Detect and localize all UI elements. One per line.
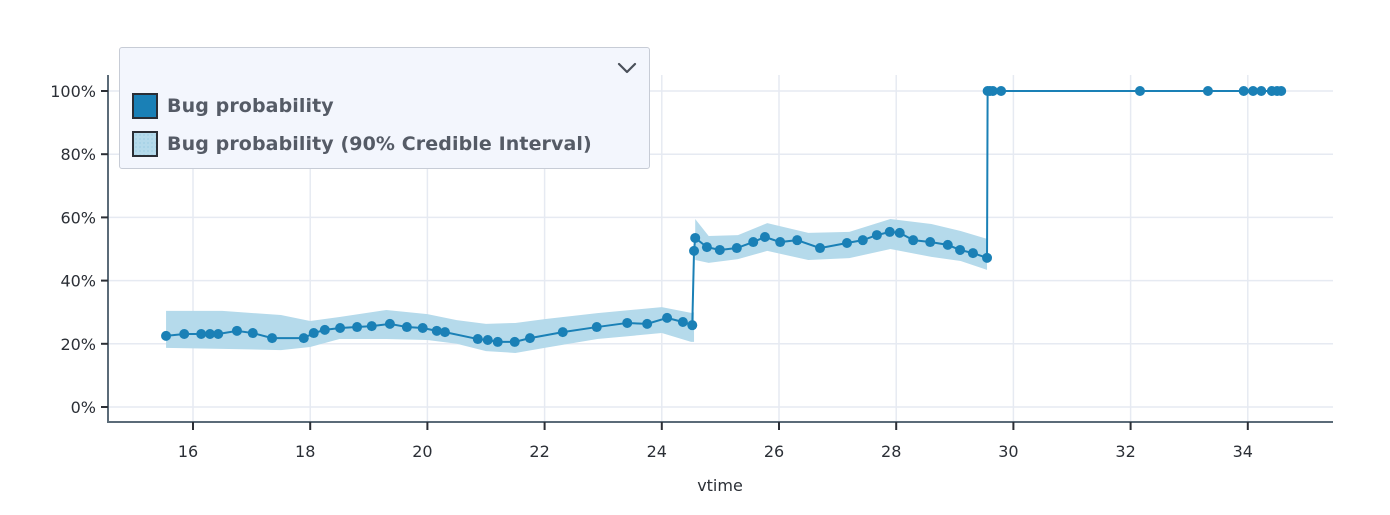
data-point bbox=[894, 227, 905, 238]
data-point bbox=[748, 237, 759, 248]
data-point bbox=[982, 252, 993, 263]
data-point bbox=[731, 243, 742, 254]
data-point bbox=[871, 230, 882, 241]
data-point bbox=[231, 325, 242, 336]
data-point bbox=[204, 329, 215, 340]
y-tick-label: 80% bbox=[60, 145, 96, 164]
x-tick-label: 30 bbox=[998, 442, 1018, 461]
data-point bbox=[841, 237, 852, 248]
legend-item-bug-probability[interactable]: Bug probability bbox=[132, 92, 334, 120]
data-point bbox=[1276, 86, 1287, 96]
data-point bbox=[335, 323, 346, 333]
legend-swatch-line bbox=[132, 93, 158, 119]
data-point bbox=[179, 329, 190, 340]
data-point bbox=[690, 232, 701, 243]
data-point bbox=[622, 317, 633, 328]
data-point bbox=[689, 245, 700, 256]
data-point bbox=[857, 235, 868, 246]
data-point bbox=[591, 322, 602, 333]
data-point bbox=[319, 324, 330, 335]
legend-swatch-band bbox=[132, 131, 158, 157]
legend-item-credible-interval[interactable]: Bug probability (90% Credible Interval) bbox=[132, 130, 592, 158]
data-point bbox=[417, 323, 428, 333]
data-point bbox=[298, 333, 309, 344]
data-point bbox=[677, 316, 688, 327]
data-point bbox=[352, 322, 363, 333]
data-point bbox=[815, 243, 826, 254]
data-point bbox=[925, 237, 936, 248]
data-point bbox=[759, 231, 770, 242]
data-point bbox=[267, 333, 278, 344]
data-point bbox=[196, 329, 207, 340]
data-point bbox=[1202, 86, 1213, 96]
data-point bbox=[401, 322, 412, 333]
data-point bbox=[792, 235, 803, 246]
data-point bbox=[1256, 86, 1267, 96]
y-tick-label: 20% bbox=[60, 335, 96, 354]
data-point bbox=[509, 336, 520, 347]
data-point bbox=[524, 333, 535, 344]
data-point bbox=[439, 327, 450, 338]
y-tick-label: 0% bbox=[71, 398, 96, 417]
data-point bbox=[884, 226, 895, 237]
data-point bbox=[431, 325, 442, 336]
x-tick-label: 32 bbox=[1115, 442, 1135, 461]
y-tick-label: 60% bbox=[60, 208, 96, 227]
chevron-down-icon bbox=[617, 62, 637, 74]
x-tick-label: 34 bbox=[1233, 442, 1253, 461]
data-point bbox=[701, 242, 712, 253]
data-point bbox=[687, 320, 698, 331]
y-tick-label: 100% bbox=[50, 82, 96, 101]
data-point bbox=[384, 318, 395, 329]
data-point bbox=[472, 334, 483, 345]
data-point bbox=[492, 336, 503, 347]
data-point bbox=[161, 330, 172, 341]
data-point bbox=[967, 248, 978, 259]
data-point bbox=[662, 312, 673, 323]
axes: 0% 20% 40% 60% 80% 100% 16 18 20 22 24 26 28 30 32 34 bbox=[50, 75, 1333, 461]
data-point bbox=[996, 86, 1007, 96]
data-point bbox=[955, 244, 966, 255]
x-tick-label: 28 bbox=[881, 442, 901, 461]
data-point bbox=[557, 327, 568, 338]
data-point bbox=[247, 328, 258, 339]
legend-label: Bug probability bbox=[167, 95, 334, 117]
data-point bbox=[642, 318, 653, 329]
data-point bbox=[366, 321, 377, 332]
data-point bbox=[1134, 86, 1145, 96]
x-tick-label: 18 bbox=[295, 442, 315, 461]
data-point bbox=[1238, 86, 1249, 96]
data-point bbox=[714, 244, 725, 255]
data-point bbox=[213, 329, 224, 340]
legend[interactable]: Bug probability Bug probability (90% Cre… bbox=[119, 47, 650, 169]
x-tick-label: 26 bbox=[764, 442, 784, 461]
x-tick-label: 24 bbox=[647, 442, 667, 461]
x-axis-title: vtime bbox=[697, 476, 743, 495]
legend-toggle-button[interactable] bbox=[615, 58, 639, 78]
data-point bbox=[908, 235, 919, 246]
data-point bbox=[482, 335, 493, 346]
data-point bbox=[308, 328, 319, 339]
data-point bbox=[942, 239, 953, 250]
legend-label: Bug probability (90% Credible Interval) bbox=[167, 133, 592, 155]
x-tick-label: 22 bbox=[529, 442, 549, 461]
data-markers bbox=[161, 86, 1287, 347]
x-tick-label: 16 bbox=[178, 442, 198, 461]
x-tick-label: 20 bbox=[412, 442, 432, 461]
y-tick-label: 40% bbox=[60, 272, 96, 291]
data-point bbox=[775, 237, 786, 248]
data-point bbox=[987, 86, 998, 96]
data-point bbox=[1248, 86, 1259, 96]
